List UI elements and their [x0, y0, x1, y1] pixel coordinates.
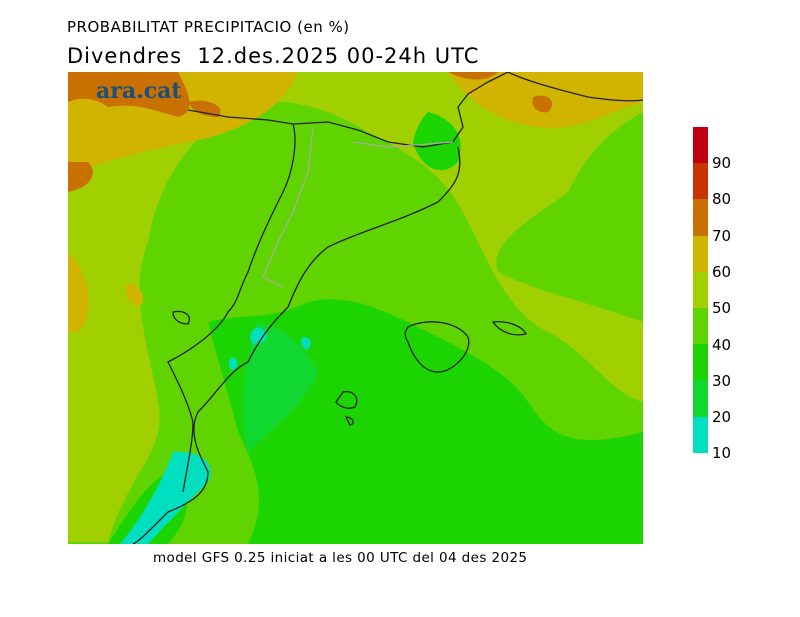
- zone-50-60: [68, 72, 643, 542]
- zone-10-20: [120, 327, 311, 544]
- color-legend: [693, 127, 708, 453]
- aracat-logo: ara.cat: [96, 78, 182, 104]
- legend-swatch-80-90: [693, 163, 708, 200]
- zone-30-40: [108, 112, 643, 544]
- legend-label: 40: [712, 336, 732, 354]
- legend-swatch-10-20: [693, 416, 708, 453]
- legend-label: 90: [712, 154, 732, 172]
- legend-swatch-70-80: [693, 199, 708, 236]
- legend-label: 20: [712, 408, 732, 426]
- legend-swatch-30-40: [693, 344, 708, 381]
- border: [262, 126, 454, 288]
- legend-label: 80: [712, 190, 732, 208]
- zone-20-30: [242, 322, 318, 452]
- legend-swatch-20-30: [693, 380, 708, 417]
- legend-label: 30: [712, 372, 732, 390]
- model-info: model GFS 0.25 iniciat a les 00 UTC del …: [153, 550, 528, 566]
- chart-title: PROBABILITAT PRECIPITACIO (en %): [67, 18, 350, 36]
- legend-swatch-60-70: [693, 235, 708, 272]
- legend-swatch-40-50: [693, 307, 708, 345]
- legend-swatch-50-60: [693, 271, 708, 308]
- legend-label: 10: [712, 444, 732, 462]
- forecast-date: Divendres 12.des.2025 00-24h UTC: [67, 44, 480, 68]
- legend-swatch-90-100: [693, 127, 708, 164]
- zone-70-80: [68, 72, 553, 192]
- legend-label: 70: [712, 227, 732, 245]
- coastline: [132, 72, 643, 544]
- precipitation-map: [68, 72, 643, 544]
- legend-label: 60: [712, 263, 732, 281]
- legend-label: 50: [712, 299, 732, 317]
